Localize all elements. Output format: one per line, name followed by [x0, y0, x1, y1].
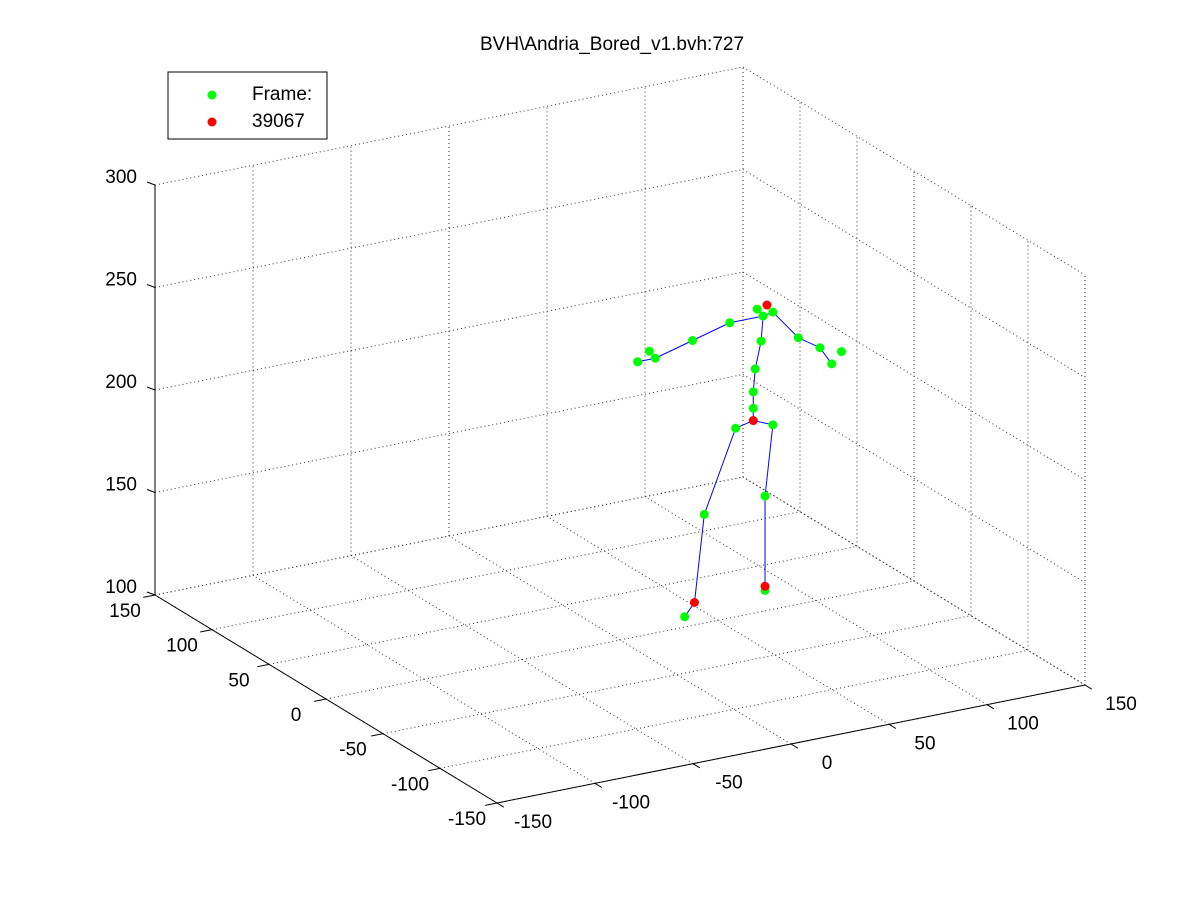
y-tick-label: -150 [448, 809, 486, 830]
x-tick-label: 0 [822, 753, 833, 774]
grid-line [742, 169, 1086, 378]
x-tick [594, 782, 603, 788]
joint-point [748, 403, 758, 413]
joint-point [680, 612, 690, 622]
joint-point [756, 336, 766, 346]
y-tick-label: 100 [166, 636, 198, 657]
x-tick [888, 723, 897, 729]
x-tick-label: 50 [914, 733, 935, 754]
grid-line [742, 66, 1086, 276]
joint-point [748, 416, 758, 426]
joint-point [815, 343, 825, 353]
joint-point [644, 346, 654, 356]
legend: Frame: 39067 [167, 71, 328, 140]
y-tick [314, 698, 327, 702]
joint-point [768, 307, 778, 317]
grid-line [742, 271, 1086, 481]
joint-point [762, 300, 772, 310]
y-tick [143, 594, 156, 598]
x-tick [692, 763, 701, 769]
z-tick-label: 200 [105, 372, 137, 393]
z-tick [146, 386, 156, 391]
y-tick [428, 767, 441, 772]
x-tick [1084, 684, 1093, 690]
legend-label: Frame: [252, 84, 312, 105]
joint-point [758, 311, 768, 321]
legend-label: 39067 [252, 111, 305, 132]
z-tick-label: 250 [105, 270, 137, 291]
legend-marker [207, 117, 217, 127]
y-tick-label: -50 [339, 740, 366, 761]
grid-line [742, 476, 1086, 686]
joint-point [750, 364, 760, 374]
joint-point [760, 491, 770, 501]
y-tick [200, 629, 213, 633]
x-tick [986, 704, 995, 710]
y-tick [257, 663, 270, 668]
grid-line [350, 555, 694, 765]
joint-point [768, 420, 778, 430]
z-tick-label: 100 [105, 577, 137, 598]
joint-point [650, 353, 660, 363]
grid-line [448, 535, 792, 745]
joint-point [827, 359, 837, 369]
x-tick-label: 150 [1105, 694, 1137, 715]
grid-line [252, 574, 596, 784]
z-tick [146, 489, 156, 493]
z-tick [146, 284, 156, 288]
joint-point [793, 333, 803, 343]
x-tick [496, 802, 505, 808]
y-tick-label: -100 [391, 774, 429, 795]
grid-line [644, 496, 988, 706]
z-tick [146, 181, 156, 186]
y-tick-label: 0 [291, 705, 302, 726]
grid-line [742, 374, 1086, 583]
x-tick-label: 100 [1007, 714, 1039, 735]
z-tick [146, 591, 156, 596]
joint-point [725, 318, 735, 328]
x-tick-label: -150 [514, 812, 552, 833]
joint-point [748, 387, 758, 397]
joint-point [752, 304, 762, 314]
z-tick-label: 300 [105, 167, 137, 188]
joint-point [688, 335, 698, 345]
joint-point [760, 581, 770, 591]
joint-point [689, 598, 699, 608]
y-tick-label: 50 [228, 670, 249, 691]
joint-point [699, 509, 709, 519]
x-tick [790, 743, 799, 749]
grid-line [546, 515, 890, 725]
joint-point [836, 347, 846, 357]
y-tick [371, 733, 384, 737]
y-tick [485, 802, 498, 806]
y-tick-label: 150 [109, 601, 141, 622]
chart-title: BVH\Andria_Bored_v1.bvh:727 [480, 34, 744, 55]
x-tick-label: -50 [715, 773, 742, 794]
z-tick-label: 150 [105, 475, 137, 496]
x-tick-label: -100 [612, 792, 650, 813]
joint-point [731, 423, 741, 433]
legend-box [167, 71, 328, 140]
joint-point [633, 357, 643, 367]
legend-marker [207, 90, 217, 100]
